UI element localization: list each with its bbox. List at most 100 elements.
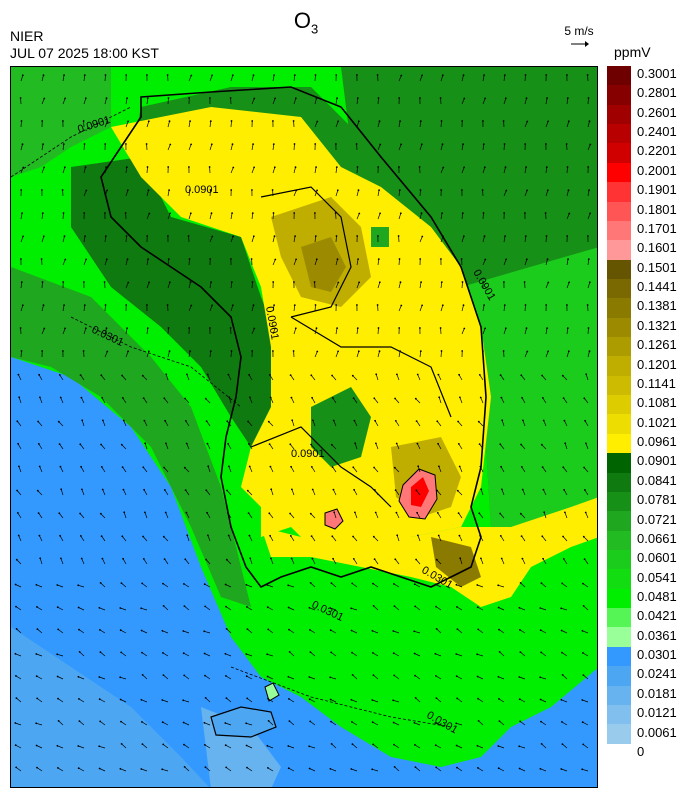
wind-arrow-icon [141, 630, 148, 634]
wind-arrowhead [287, 745, 290, 747]
wind-arrowhead [79, 535, 82, 537]
wind-arrow-icon [146, 190, 149, 197]
wind-arrowhead [59, 396, 62, 399]
wind-arrow-icon [309, 676, 316, 680]
wind-arrow-icon [330, 676, 337, 680]
wind-arrowhead [414, 744, 416, 746]
legend-row [607, 124, 687, 144]
wind-arrowhead [247, 512, 250, 514]
wind-arrow-icon [247, 490, 253, 496]
wind-arrowhead [358, 281, 360, 284]
wind-arrow-icon [16, 559, 22, 565]
wind-arrow-icon [38, 443, 43, 450]
wind-arrowhead [182, 652, 185, 655]
wind-arrow-icon [146, 328, 149, 335]
wind-arrow-icon [142, 375, 148, 381]
wind-arrow-icon [36, 584, 43, 588]
wind-arrow-icon [59, 513, 64, 519]
wind-arrow-icon [482, 236, 485, 243]
legend-label: 0.2401 [637, 124, 677, 140]
peninsula-coastline [100, 86, 487, 589]
wind-arrow-icon [104, 74, 106, 82]
wind-arrow-icon [62, 328, 66, 335]
wind-arrowhead [249, 396, 251, 399]
legend-swatch [607, 549, 631, 570]
wind-arrow-icon [99, 607, 106, 611]
wind-arrowhead [583, 397, 586, 400]
wind-arrowhead [105, 327, 108, 330]
wind-arrow-icon [478, 720, 484, 726]
wind-arrow-icon [251, 236, 255, 243]
legend-swatch [607, 66, 631, 86]
wind-arrow-icon [524, 304, 526, 312]
wind-arrowhead [482, 281, 485, 283]
wind-arrow-icon [521, 397, 526, 404]
wind-arrowhead [231, 212, 234, 215]
wind-arrowhead [395, 511, 398, 514]
wind-arrowhead [224, 722, 227, 724]
wind-arrow-icon [583, 605, 589, 611]
wind-arrow-icon [330, 629, 337, 634]
wind-arrowhead [203, 630, 206, 633]
wind-arrow-icon [146, 121, 150, 128]
wind-arrowhead [266, 653, 269, 656]
wind-arrowhead [120, 743, 123, 745]
wind-arrowhead [40, 258, 43, 260]
wind-arrowhead [564, 511, 566, 514]
wind-arrow-icon [272, 144, 275, 151]
wind-arrow-icon [435, 606, 442, 611]
wind-arrow-icon [246, 698, 253, 703]
wind-arrowhead [525, 97, 528, 100]
wind-arrow-icon [288, 629, 295, 634]
wind-arrowhead [415, 489, 418, 492]
wind-arrow-icon [209, 121, 212, 128]
wind-arrow-icon [393, 744, 400, 749]
wind-arrowhead [311, 557, 314, 560]
wind-arrow-icon [501, 420, 505, 427]
wind-arrowhead [189, 120, 192, 122]
wind-arrowhead [56, 675, 59, 678]
wind-arrowhead [393, 466, 396, 469]
wind-arrow-icon [188, 258, 190, 266]
wind-arrowhead [39, 557, 42, 560]
wind-arrowhead [499, 443, 502, 446]
wind-arrowhead [182, 630, 185, 632]
wind-arrowhead [17, 534, 20, 537]
wind-arrowhead [582, 582, 584, 585]
wind-arrowhead [350, 698, 353, 701]
wind-arrowhead [336, 258, 339, 261]
wind-arrowhead [456, 766, 458, 769]
wind-arrowhead [162, 605, 165, 607]
legend-swatch [607, 259, 631, 279]
wind-arrowhead [230, 258, 232, 260]
wind-arrow-icon [20, 144, 23, 151]
wind-arrow-icon [121, 582, 127, 588]
wind-arrow-icon [398, 190, 401, 197]
wind-arrowhead [35, 744, 38, 747]
wind-arrow-icon [372, 652, 379, 657]
wind-arrowhead [377, 235, 379, 237]
wind-arrow-icon [477, 676, 484, 680]
wind-arrow-icon [563, 489, 568, 496]
wind-arrow-icon [541, 743, 547, 749]
legend-row [607, 511, 687, 531]
wind-arrowhead [184, 397, 187, 400]
wind-arrowhead [459, 396, 461, 399]
wind-arrow-icon [141, 721, 148, 726]
wind-arrowhead [420, 143, 423, 146]
wind-arrowhead [100, 535, 103, 537]
wind-arrowhead [566, 235, 569, 237]
interior-dark-olive-zone [301, 237, 346, 292]
wind-arrow-icon [524, 259, 528, 266]
legend-row [607, 395, 687, 415]
wind-arrow-icon [249, 535, 253, 542]
wind-arrowhead [79, 512, 81, 515]
legend-label: 0.0781 [637, 492, 677, 508]
legend-label: 0.1201 [637, 356, 677, 372]
wind-arrowhead [246, 766, 248, 769]
wind-arrow-icon [503, 305, 506, 312]
wind-arrowhead [288, 628, 290, 631]
wind-arrowhead [293, 143, 296, 145]
wind-arrowhead [316, 189, 318, 192]
wind-arrowhead [104, 304, 107, 306]
